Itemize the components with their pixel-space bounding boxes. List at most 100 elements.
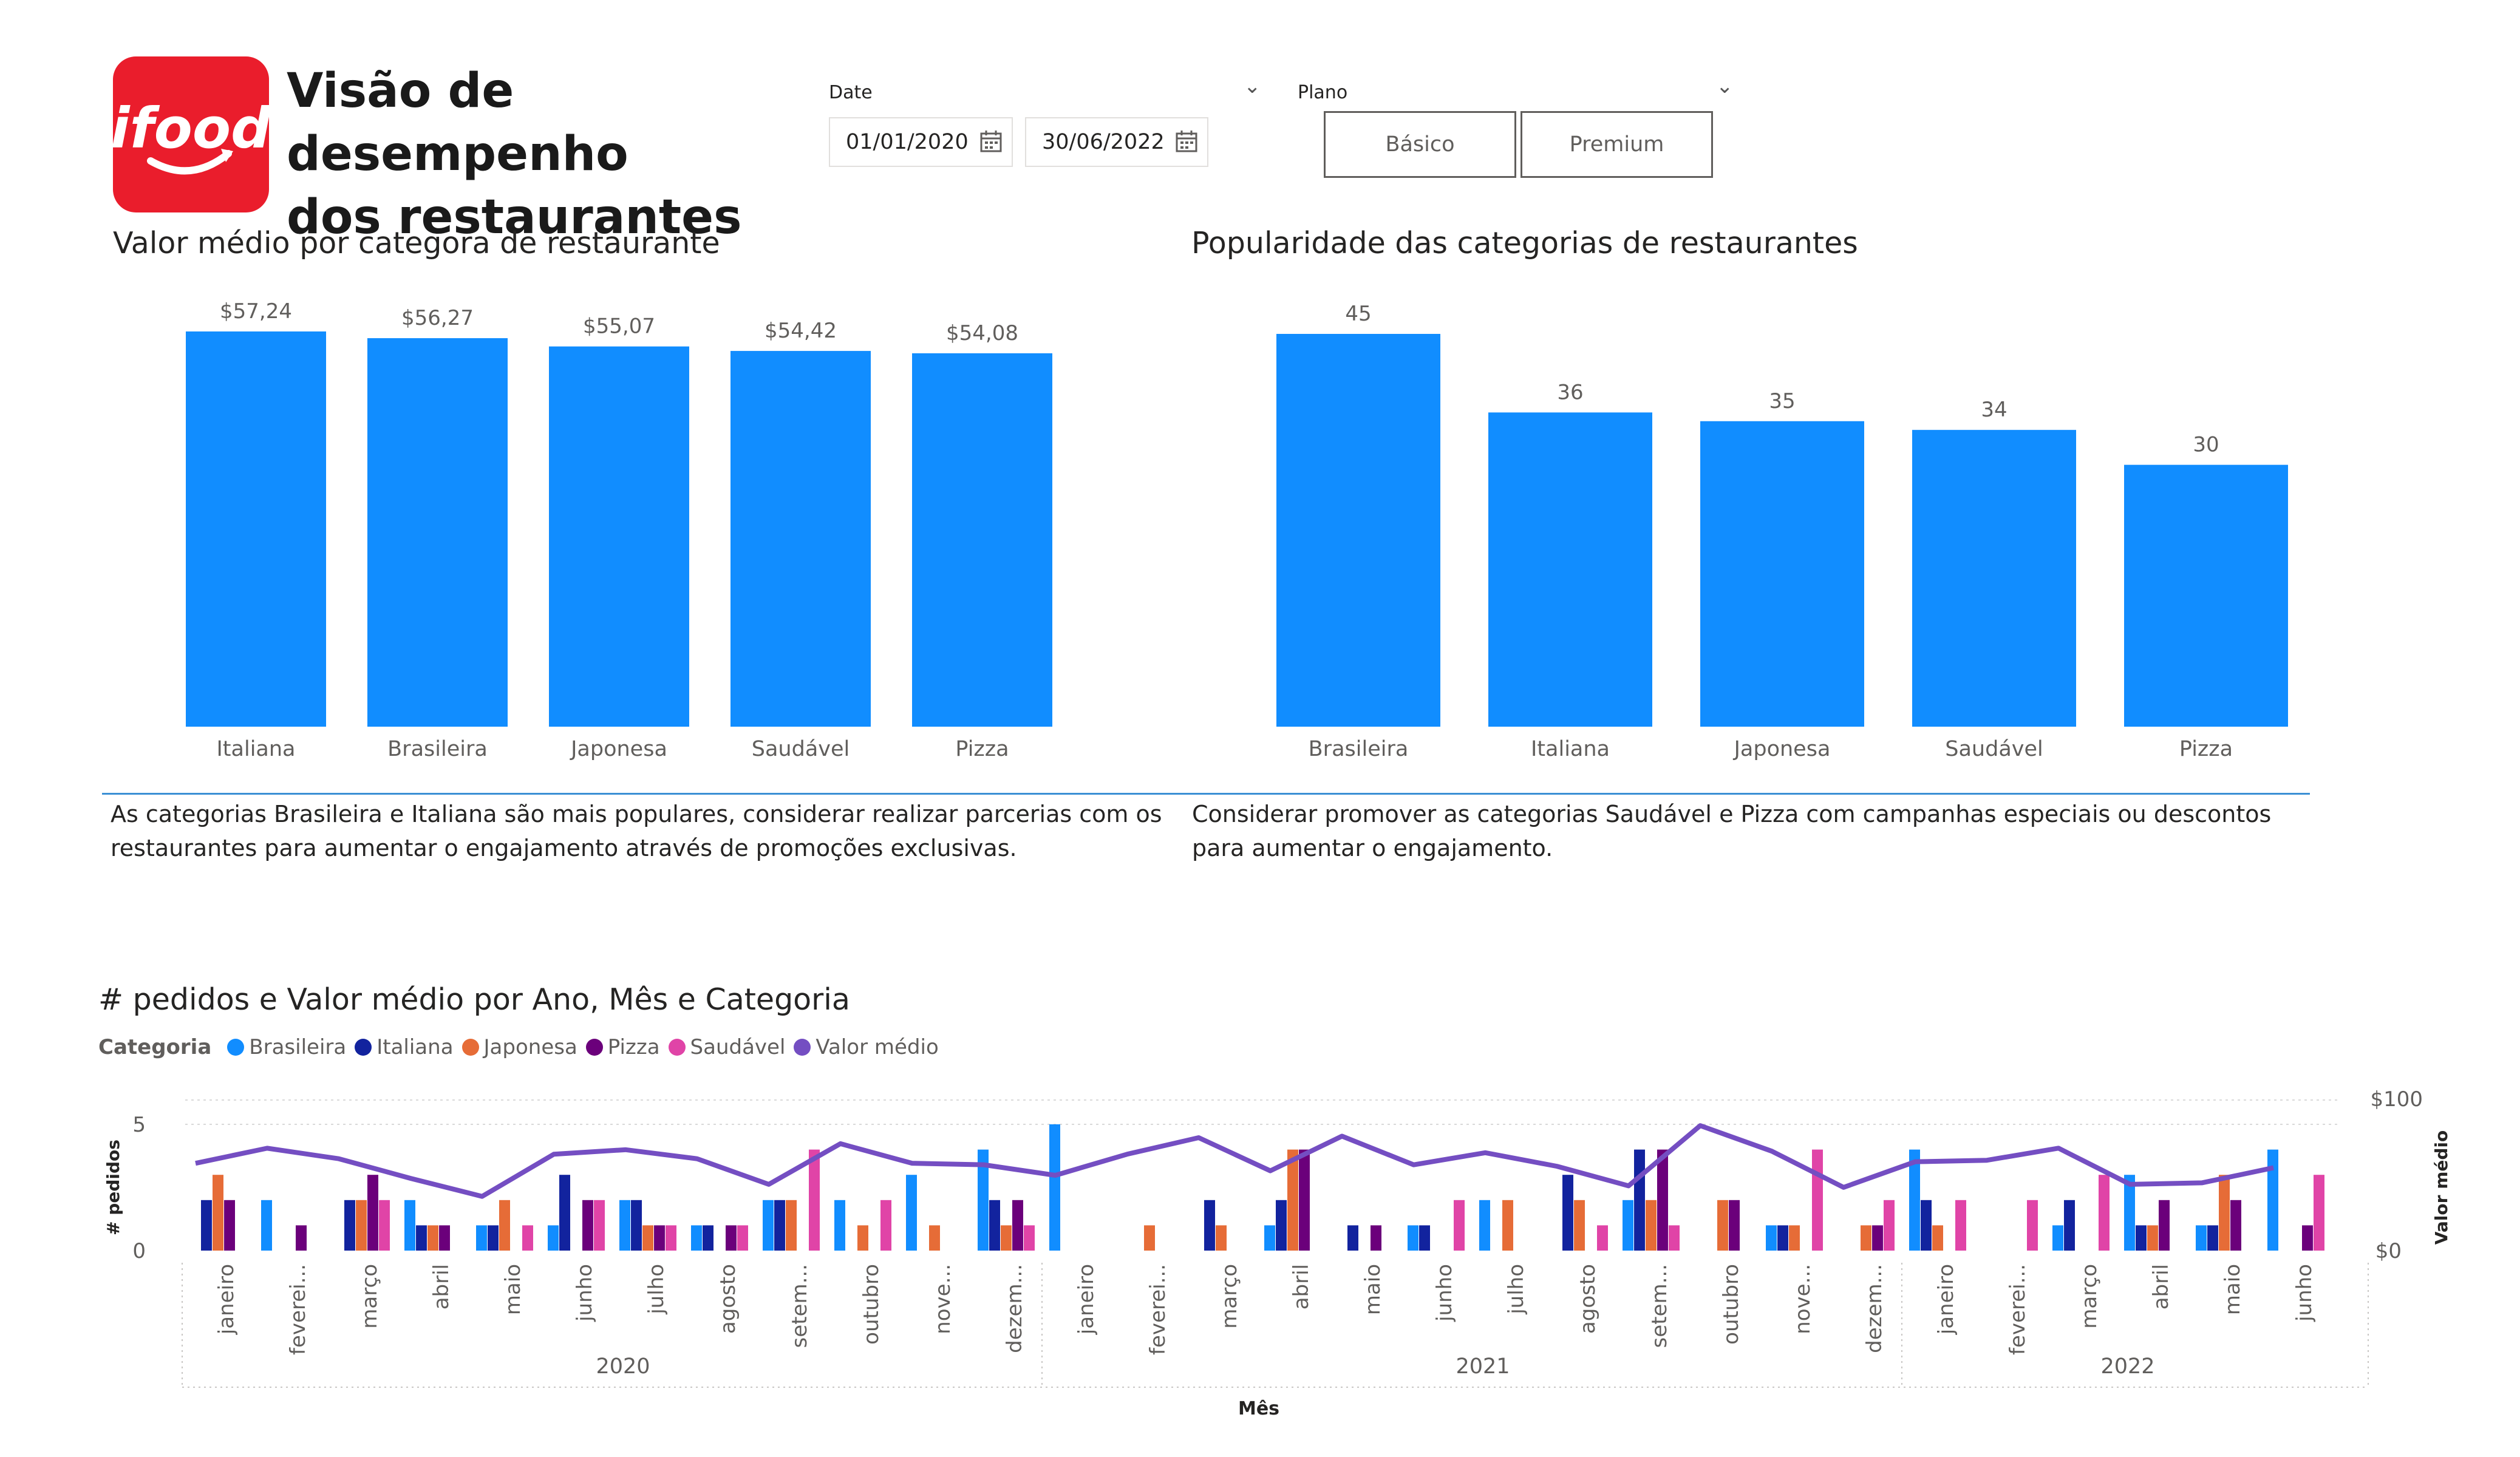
orders-bar-Pizza[interactable] xyxy=(1657,1149,1668,1251)
orders-bar-Italiana[interactable] xyxy=(559,1175,570,1251)
orders-bar-Pizza[interactable] xyxy=(1299,1149,1310,1251)
orders-bar-Pizza[interactable] xyxy=(224,1200,235,1251)
orders-bar-Saudável[interactable] xyxy=(522,1225,533,1251)
avg-value-bar[interactable] xyxy=(186,331,326,727)
calendar-icon[interactable] xyxy=(979,129,1003,154)
orders-bar-Italiana[interactable] xyxy=(488,1225,499,1251)
orders-bar-Italiana[interactable] xyxy=(1347,1225,1358,1251)
orders-bar-Pizza[interactable] xyxy=(2159,1200,2170,1251)
orders-bar-Saudável[interactable] xyxy=(1669,1225,1680,1251)
orders-bar-Japonesa[interactable] xyxy=(1932,1225,1943,1251)
orders-bar-Saudável[interactable] xyxy=(2099,1175,2110,1251)
legend-item-japonesa[interactable]: Japonesa xyxy=(461,1035,577,1059)
orders-bar-Japonesa[interactable] xyxy=(857,1225,868,1251)
orders-bar-Saudável[interactable] xyxy=(1955,1200,1966,1251)
orders-bar-Saudável[interactable] xyxy=(1812,1149,1823,1251)
orders-bar-Brasileira[interactable] xyxy=(834,1200,845,1251)
orders-bar-Japonesa[interactable] xyxy=(1502,1200,1513,1251)
orders-bar-Brasileira[interactable] xyxy=(2196,1225,2207,1251)
orders-bar-Saudável[interactable] xyxy=(2314,1175,2324,1251)
plan-option-basico[interactable]: Básico xyxy=(1324,111,1516,178)
plan-option-premium[interactable]: Premium xyxy=(1521,111,1713,178)
orders-bar-Pizza[interactable] xyxy=(439,1225,450,1251)
orders-bar-Italiana[interactable] xyxy=(2064,1200,2075,1251)
popularity-bar[interactable] xyxy=(1276,334,1440,727)
avg-value-bar[interactable] xyxy=(912,353,1052,727)
orders-bar-Japonesa[interactable] xyxy=(1717,1200,1728,1251)
orders-bar-Japonesa[interactable] xyxy=(1861,1225,1871,1251)
legend-item-valor-medio[interactable]: Valor médio xyxy=(794,1035,939,1059)
orders-bar-Japonesa[interactable] xyxy=(1574,1200,1585,1251)
orders-bar-Italiana[interactable] xyxy=(631,1200,642,1251)
orders-bar-Japonesa[interactable] xyxy=(1144,1225,1155,1251)
orders-bar-Brasileira[interactable] xyxy=(1909,1149,1920,1251)
orders-bar-Brasileira[interactable] xyxy=(763,1200,774,1251)
orders-bar-Italiana[interactable] xyxy=(989,1200,1000,1251)
orders-bar-Japonesa[interactable] xyxy=(786,1200,797,1251)
legend-item-italiana[interactable]: Italiana xyxy=(355,1035,454,1059)
orders-bar-Saudável[interactable] xyxy=(379,1200,390,1251)
orders-bar-Japonesa[interactable] xyxy=(1001,1225,1012,1251)
plan-slicer-chevron-down-icon[interactable]: ⌄ xyxy=(1716,74,1734,98)
orders-bar-Japonesa[interactable] xyxy=(356,1200,367,1251)
orders-bar-Japonesa[interactable] xyxy=(427,1225,438,1251)
orders-bar-Saudável[interactable] xyxy=(666,1225,676,1251)
popularity-bar[interactable] xyxy=(1912,430,2076,727)
orders-bar-Italiana[interactable] xyxy=(344,1200,355,1251)
popularity-bar[interactable] xyxy=(1700,421,1864,727)
orders-bar-Brasileira[interactable] xyxy=(476,1225,487,1251)
orders-bar-Japonesa[interactable] xyxy=(499,1200,510,1251)
legend-item-pizza[interactable]: Pizza xyxy=(585,1035,660,1059)
legend-item-saudavel[interactable]: Saudável xyxy=(668,1035,785,1059)
orders-bar-Japonesa[interactable] xyxy=(1789,1225,1800,1251)
orders-bar-Japonesa[interactable] xyxy=(929,1225,940,1251)
orders-bar-Italiana[interactable] xyxy=(2207,1225,2218,1251)
avg-value-bar[interactable] xyxy=(549,346,689,727)
orders-bar-Japonesa[interactable] xyxy=(1646,1200,1657,1251)
orders-bar-Brasileira[interactable] xyxy=(1766,1225,1777,1251)
orders-bar-Italiana[interactable] xyxy=(774,1200,785,1251)
orders-bar-Italiana[interactable] xyxy=(201,1200,212,1251)
popularity-bar[interactable] xyxy=(2124,464,2288,727)
orders-bar-Japonesa[interactable] xyxy=(1216,1225,1227,1251)
orders-bar-Brasileira[interactable] xyxy=(2124,1175,2135,1251)
orders-bar-Italiana[interactable] xyxy=(703,1225,713,1251)
avg-value-bar[interactable] xyxy=(367,338,508,727)
orders-bar-Pizza[interactable] xyxy=(2230,1200,2241,1251)
orders-bar-Brasileira[interactable] xyxy=(1408,1225,1418,1251)
orders-bar-Brasileira[interactable] xyxy=(978,1149,989,1251)
orders-bar-Japonesa[interactable] xyxy=(213,1175,223,1251)
orders-bar-Italiana[interactable] xyxy=(1419,1225,1430,1251)
orders-bar-Pizza[interactable] xyxy=(1729,1200,1740,1251)
orders-bar-Saudável[interactable] xyxy=(1884,1200,1895,1251)
orders-bar-Brasileira[interactable] xyxy=(404,1200,415,1251)
orders-bar-Italiana[interactable] xyxy=(1777,1225,1788,1251)
orders-bar-Japonesa[interactable] xyxy=(642,1225,653,1251)
orders-bar-Japonesa[interactable] xyxy=(2147,1225,2158,1251)
date-end-input[interactable]: 30/06/2022 xyxy=(1025,117,1208,167)
orders-bar-Saudável[interactable] xyxy=(2027,1200,2038,1251)
orders-bar-Saudável[interactable] xyxy=(1597,1225,1608,1251)
orders-bar-Pizza[interactable] xyxy=(296,1225,307,1251)
orders-bar-Pizza[interactable] xyxy=(2302,1225,2313,1251)
orders-bar-Pizza[interactable] xyxy=(1012,1200,1023,1251)
orders-bar-Saudável[interactable] xyxy=(594,1200,605,1251)
popularity-bar[interactable] xyxy=(1488,412,1652,727)
orders-bar-Italiana[interactable] xyxy=(2136,1225,2147,1251)
orders-bar-Brasileira[interactable] xyxy=(1049,1124,1060,1251)
orders-bar-Saudável[interactable] xyxy=(880,1200,891,1251)
orders-bar-Brasileira[interactable] xyxy=(691,1225,702,1251)
orders-bar-Brasileira[interactable] xyxy=(261,1200,272,1251)
orders-bar-Pizza[interactable] xyxy=(726,1225,737,1251)
orders-bar-Italiana[interactable] xyxy=(1562,1175,1573,1251)
date-start-input[interactable]: 01/01/2020 xyxy=(829,117,1013,167)
avg-value-bar[interactable] xyxy=(730,351,871,727)
orders-bar-Italiana[interactable] xyxy=(1634,1149,1645,1251)
orders-bar-Japonesa[interactable] xyxy=(1287,1149,1298,1251)
orders-bar-Saudável[interactable] xyxy=(1454,1200,1465,1251)
orders-bar-Brasileira[interactable] xyxy=(548,1225,559,1251)
orders-bar-Saudável[interactable] xyxy=(809,1149,820,1251)
orders-bar-Brasileira[interactable] xyxy=(1479,1200,1490,1251)
orders-bar-Brasileira[interactable] xyxy=(1264,1225,1275,1251)
orders-bar-Italiana[interactable] xyxy=(1204,1200,1215,1251)
